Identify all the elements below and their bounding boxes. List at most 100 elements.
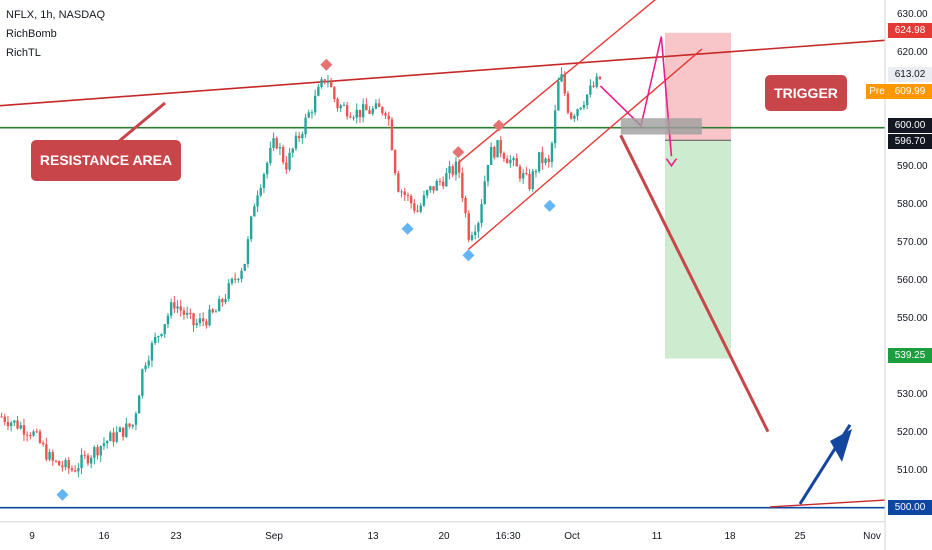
candle-body — [333, 87, 336, 100]
projection — [599, 36, 702, 168]
time-tick-label: 18 — [724, 531, 736, 542]
price-axis: 510.00520.00530.00540.00550.00560.00570.… — [884, 0, 928, 550]
symbol-legend: NFLX, 1h, NASDAQ RichBomb RichTL — [6, 9, 105, 66]
candle-body — [109, 432, 112, 442]
candle-body — [147, 360, 150, 366]
candle-body — [3, 416, 6, 422]
candle-body — [361, 104, 365, 118]
candle-body — [381, 106, 384, 114]
time-tick-label: 25 — [794, 531, 806, 542]
candle-body — [573, 115, 576, 119]
upper-trendline — [0, 39, 886, 107]
price-tag-resistance: 600.00 — [888, 118, 932, 133]
candle-body — [371, 108, 374, 114]
candle-body — [566, 93, 570, 113]
trigger-box — [620, 118, 702, 135]
time-axis: 9 16 23 Sep 13 20 16:30 Oct 11 18 25 Nov — [29, 531, 881, 542]
candle-body — [550, 143, 554, 162]
candle-body — [595, 76, 598, 87]
candle-body — [393, 150, 397, 174]
candle-body — [105, 441, 109, 444]
candle-body — [461, 172, 464, 199]
time-tick-label: 16 — [98, 531, 110, 542]
lower-trendline — [769, 499, 886, 508]
channel-upper — [457, 0, 656, 164]
candle-body — [249, 216, 253, 240]
candle-body — [541, 152, 544, 164]
candle-body — [230, 278, 234, 284]
candle-body — [349, 116, 352, 118]
price-tick-label: 580.00 — [897, 199, 928, 210]
candle-body — [38, 431, 42, 443]
price-tag-trigger: 596.70 — [888, 134, 932, 149]
candle-body — [259, 187, 262, 196]
candle-body — [185, 312, 189, 315]
time-tick-label: 11 — [652, 531, 663, 542]
candle-body — [496, 140, 499, 158]
candle-body — [22, 425, 26, 435]
candle-body — [179, 306, 182, 311]
candle-body — [214, 311, 218, 313]
projection-path — [599, 36, 673, 157]
swing-low-marker — [401, 222, 414, 235]
candle-body — [515, 158, 518, 167]
candle-body — [246, 239, 250, 264]
candle-body — [339, 105, 342, 109]
candle-body — [499, 140, 502, 154]
candle-body — [531, 171, 534, 190]
candle-body — [157, 336, 160, 338]
candle-body — [579, 107, 582, 110]
candle-body — [547, 158, 550, 162]
candle-body — [205, 321, 208, 326]
indicator-richtl[interactable]: RichTL — [6, 47, 41, 59]
candle-body — [243, 263, 246, 271]
candle-body — [374, 103, 378, 109]
candle-body — [323, 79, 326, 82]
candle-body — [467, 213, 470, 240]
candle-body — [272, 138, 275, 148]
candle-body — [576, 109, 579, 116]
candle-body — [6, 421, 10, 427]
candle-body — [121, 427, 125, 437]
price-tag-target: 539.25 — [888, 348, 932, 363]
candle-body — [80, 454, 83, 469]
candle-body — [198, 318, 202, 324]
indicator-richbomb[interactable]: RichBomb — [6, 28, 57, 40]
candle-body — [83, 454, 86, 456]
candle-body — [589, 85, 592, 95]
price-tick-label: 520.00 — [897, 427, 928, 438]
candle-body — [329, 81, 333, 88]
price-tick-label: 570.00 — [897, 237, 928, 248]
candle-body — [201, 318, 205, 322]
candle-body — [464, 198, 467, 214]
candle-body — [435, 181, 438, 191]
candle-body — [48, 452, 51, 460]
candle-body — [320, 79, 323, 87]
price-tick-label: 590.00 — [897, 161, 928, 172]
candle-body — [297, 135, 301, 139]
channel-lower — [467, 48, 703, 250]
candle-body — [182, 310, 186, 315]
candle-body — [224, 299, 227, 303]
candle-body — [534, 171, 538, 173]
symbol-title: NFLX, 1h, NASDAQ — [6, 9, 106, 21]
candle-body — [457, 161, 461, 173]
candle-body — [355, 109, 358, 118]
candle-body — [377, 103, 381, 107]
candle-body — [528, 173, 531, 190]
candle-body — [512, 158, 515, 161]
candle-body — [285, 162, 288, 170]
candle-body — [86, 455, 90, 464]
candle-body — [233, 278, 237, 280]
candle-body — [281, 147, 285, 163]
candle-body — [118, 427, 122, 433]
candle-body — [237, 278, 240, 280]
candle-body — [352, 117, 355, 119]
time-tick-label: 23 — [170, 531, 182, 542]
trade-zones — [665, 32, 731, 359]
candle-body — [29, 435, 32, 437]
candle-body — [275, 138, 278, 149]
candle-body — [368, 110, 371, 114]
